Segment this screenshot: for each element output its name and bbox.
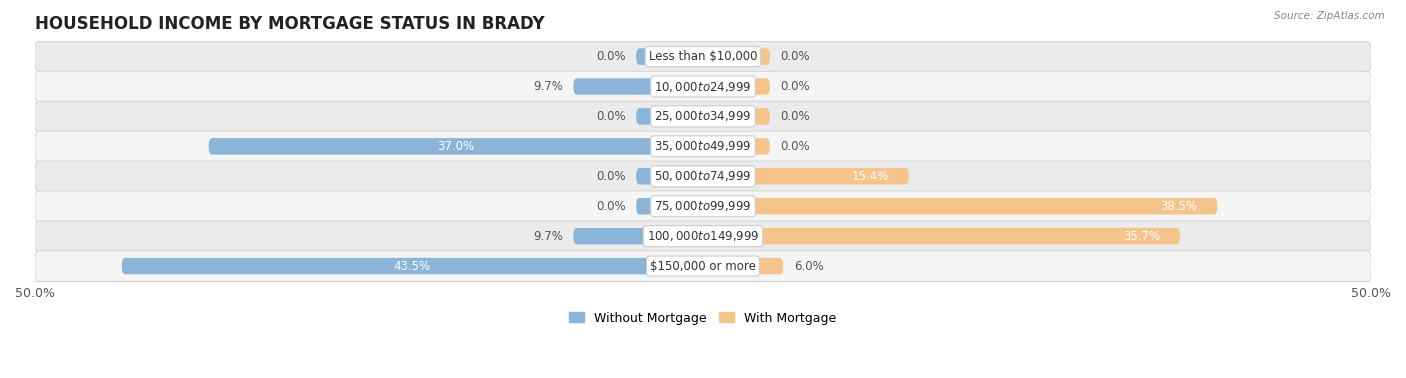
Text: Less than $10,000: Less than $10,000 — [648, 50, 758, 63]
FancyBboxPatch shape — [35, 41, 1371, 72]
FancyBboxPatch shape — [703, 258, 783, 274]
Text: $50,000 to $74,999: $50,000 to $74,999 — [654, 169, 752, 183]
Text: 38.5%: 38.5% — [1160, 200, 1198, 213]
FancyBboxPatch shape — [703, 48, 770, 65]
Text: 43.5%: 43.5% — [394, 260, 432, 273]
Text: 9.7%: 9.7% — [533, 230, 562, 243]
Text: 0.0%: 0.0% — [596, 170, 626, 183]
Text: 35.7%: 35.7% — [1123, 230, 1160, 243]
Text: $150,000 or more: $150,000 or more — [650, 260, 756, 273]
Text: 0.0%: 0.0% — [596, 200, 626, 213]
FancyBboxPatch shape — [636, 108, 703, 125]
Text: $10,000 to $24,999: $10,000 to $24,999 — [654, 79, 752, 93]
Text: 15.4%: 15.4% — [852, 170, 889, 183]
FancyBboxPatch shape — [703, 138, 770, 155]
Legend: Without Mortgage, With Mortgage: Without Mortgage, With Mortgage — [564, 307, 842, 330]
Text: 0.0%: 0.0% — [596, 110, 626, 123]
Text: $25,000 to $34,999: $25,000 to $34,999 — [654, 109, 752, 124]
FancyBboxPatch shape — [35, 101, 1371, 132]
FancyBboxPatch shape — [636, 168, 703, 184]
FancyBboxPatch shape — [35, 221, 1371, 251]
FancyBboxPatch shape — [703, 198, 1218, 214]
Text: 9.7%: 9.7% — [533, 80, 562, 93]
FancyBboxPatch shape — [636, 48, 703, 65]
Text: $35,000 to $49,999: $35,000 to $49,999 — [654, 139, 752, 153]
FancyBboxPatch shape — [636, 198, 703, 214]
Text: 6.0%: 6.0% — [794, 260, 824, 273]
FancyBboxPatch shape — [703, 228, 1180, 245]
FancyBboxPatch shape — [208, 138, 703, 155]
FancyBboxPatch shape — [574, 228, 703, 245]
FancyBboxPatch shape — [35, 161, 1371, 192]
Text: 0.0%: 0.0% — [780, 140, 810, 153]
Text: 37.0%: 37.0% — [437, 140, 474, 153]
FancyBboxPatch shape — [703, 108, 770, 125]
Text: Source: ZipAtlas.com: Source: ZipAtlas.com — [1274, 11, 1385, 21]
FancyBboxPatch shape — [35, 71, 1371, 102]
Text: HOUSEHOLD INCOME BY MORTGAGE STATUS IN BRADY: HOUSEHOLD INCOME BY MORTGAGE STATUS IN B… — [35, 15, 544, 33]
Text: $100,000 to $149,999: $100,000 to $149,999 — [647, 229, 759, 243]
Text: 0.0%: 0.0% — [780, 110, 810, 123]
FancyBboxPatch shape — [703, 168, 908, 184]
Text: 0.0%: 0.0% — [780, 50, 810, 63]
Text: 0.0%: 0.0% — [596, 50, 626, 63]
FancyBboxPatch shape — [35, 131, 1371, 162]
FancyBboxPatch shape — [703, 78, 770, 95]
Text: 0.0%: 0.0% — [780, 80, 810, 93]
FancyBboxPatch shape — [35, 251, 1371, 281]
FancyBboxPatch shape — [35, 191, 1371, 222]
Text: $75,000 to $99,999: $75,000 to $99,999 — [654, 199, 752, 213]
FancyBboxPatch shape — [574, 78, 703, 95]
FancyBboxPatch shape — [122, 258, 703, 274]
